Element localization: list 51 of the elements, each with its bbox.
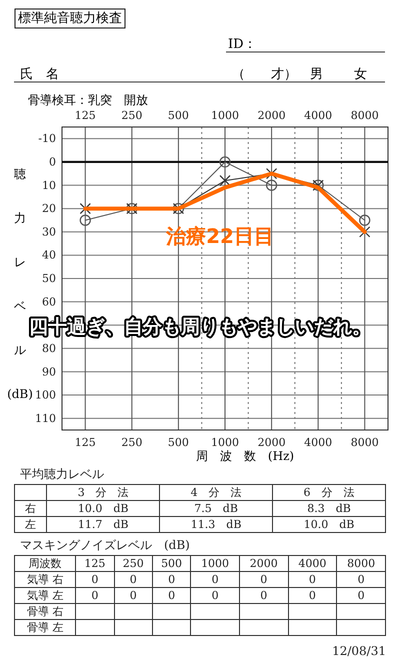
y-tick-label: 110: [35, 412, 56, 425]
point: [80, 214, 91, 226]
text: 男: [310, 67, 323, 82]
y-tick-label: 60: [42, 295, 56, 308]
point: [219, 156, 231, 168]
text: ID：: [228, 37, 257, 52]
text: 氏 名: [20, 67, 59, 82]
text: 周波数 125 250 500 1000 2000 4000 8000: [28, 557, 376, 570]
x-axis-title: 周 波 数 (Hz): [196, 449, 294, 463]
y-tick-label: 0: [49, 155, 56, 168]
y-tick-label: 30: [42, 225, 56, 238]
point: [80, 202, 91, 214]
category-label: 8000: [350, 436, 379, 449]
x-tick-label: 8000: [350, 109, 379, 122]
text: 左 11.7 dB 11.3 dB 10.0 dB: [25, 518, 354, 531]
y-tick-label: 40: [42, 248, 56, 262]
category-label: 2000: [258, 436, 286, 449]
category-label: 250: [121, 436, 142, 449]
y-tick-label: 100: [35, 388, 56, 402]
category-label: 500: [168, 436, 189, 449]
point: [219, 175, 231, 186]
text: 気導 左 0 0 0 0 0 0 0: [26, 589, 365, 602]
point: [266, 180, 278, 191]
chart-title: 標準純音聴力検査: [18, 11, 122, 26]
x-tick-label: 1000: [211, 109, 239, 122]
text: 骨導 右: [14, 604, 76, 620]
category-label: 125: [74, 436, 96, 449]
text: 右 10.0 dB 7.5 dB 8.3 dB: [25, 502, 351, 515]
text: 骨導 左: [14, 620, 76, 636]
x-tick-label: 125: [74, 109, 96, 122]
y-tick-label: 10: [42, 178, 56, 192]
text: マスキングノイズレベル (dB): [20, 537, 191, 554]
text: （ 才）: [232, 67, 297, 82]
chart-subtitle: 骨導検耳：乳突 開放: [28, 93, 148, 107]
text: 気導 右 0 0 0 0 0 0 0: [26, 573, 365, 586]
point: [359, 214, 370, 226]
text: 女: [354, 67, 367, 82]
y-tick-label: -10: [38, 132, 56, 146]
text: 3 分 法 4 分 法 6 分 法: [78, 486, 355, 499]
y-tick-label: 90: [42, 365, 56, 378]
text: 平均聴力レベル: [20, 466, 105, 483]
text: 12/08/31: [331, 644, 386, 658]
x-tick-label: 4000: [304, 109, 332, 122]
category-label: 1000: [211, 436, 239, 449]
category-label: 4000: [304, 436, 332, 449]
x-tick-label: 2000: [258, 109, 286, 122]
y-tick-label: 80: [42, 342, 56, 355]
x-tick-label: 500: [168, 109, 189, 122]
y-tick-label: 50: [42, 272, 56, 286]
x-tick-label: 250: [121, 109, 142, 122]
y-tick-label: 20: [42, 202, 56, 216]
